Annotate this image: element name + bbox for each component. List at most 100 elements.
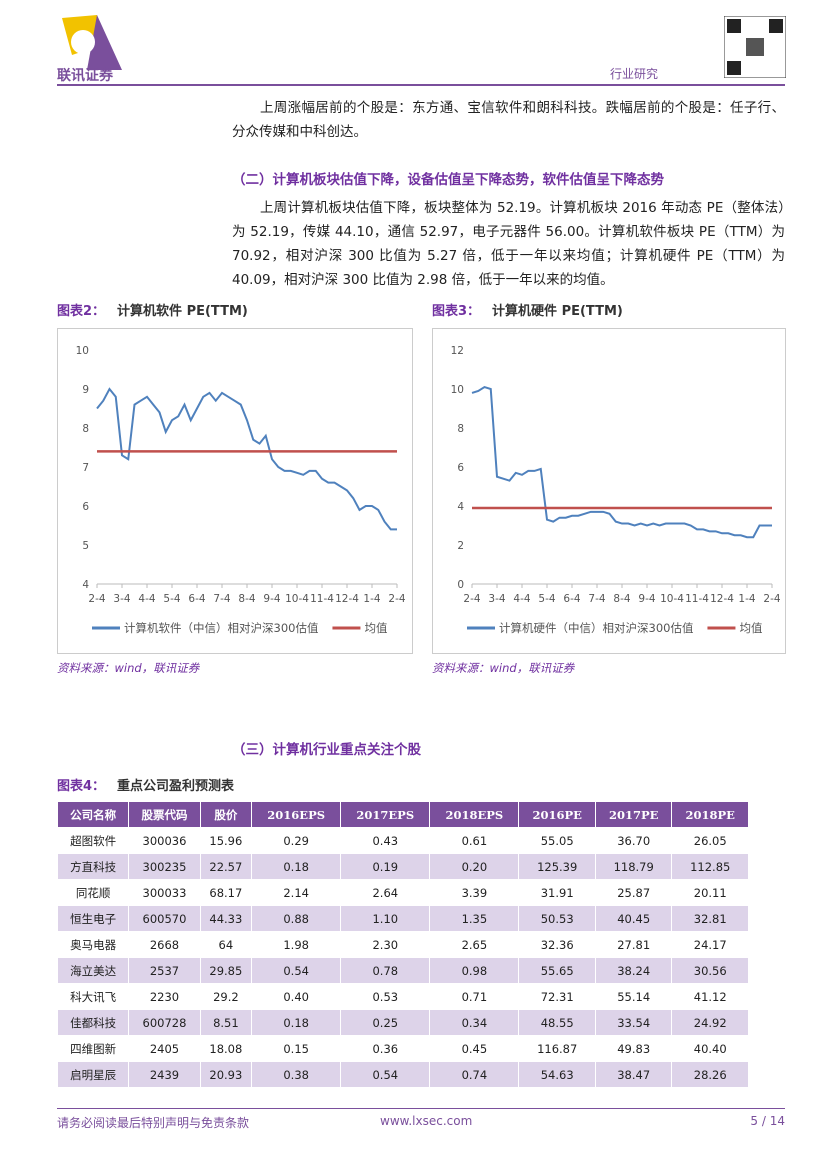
cell: 15.96 [199,827,253,854]
cell: 0.98 [429,957,520,984]
caption: 图表3： 计算机硬件 PE(TTM) [432,300,623,319]
legend-label: 计算机软件（中信）相对沪深300估值 [124,621,319,635]
x-tick-label: 3-4 [488,593,505,605]
cell: 55.05 [518,827,596,854]
cell: 0.78 [340,957,431,984]
cell: 50.53 [518,905,596,932]
cell: 1.98 [251,931,342,958]
cell: 四维图新 [56,1035,130,1062]
cell: 300033 [128,879,201,906]
chart: 4 5 6 7 8 9 10 2-4 3-4 4-4 5-4 6-4 7-4 8-4 9-4 10-4 11-4… [57,328,413,654]
header-cell: 2016PE [518,801,596,828]
y-tick-label: 10 [451,384,464,396]
x-tick-label: 1-4 [363,593,380,605]
cell: 0.34 [429,1009,520,1036]
x-tick-label: 9-4 [263,593,280,605]
cell: 0.61 [429,827,520,854]
cell: 24.17 [671,931,749,958]
cell: 600570 [128,905,201,932]
cell: 科大讯飞 [56,983,130,1010]
cell: 28.26 [671,1061,749,1088]
x-tick-label: 8-4 [613,593,630,605]
y-tick-label: 6 [457,462,464,474]
y-tick-label: 2 [457,540,464,552]
cell: 54.63 [518,1061,596,1088]
y-tick-label: 10 [76,345,89,357]
cell: 0.20 [429,853,520,880]
table: 公司名称 股票代码 股价 2016EPS 2017EPS 2018EPS 2016PE 201… [56,801,749,1088]
x-tick-label: 2-4 [763,593,780,605]
x-tick-label: 4-4 [138,593,155,605]
x-tick-label: 7-4 [213,593,230,605]
x-tick-label: 3-4 [113,593,130,605]
series-line [471,385,772,539]
cell: 18.08 [199,1035,253,1062]
cell: 24.92 [671,1009,749,1036]
header-cell: 2016EPS [251,801,342,828]
cell: 22.57 [199,853,253,880]
cell: 600728 [128,1009,201,1036]
paragraph: 上周计算机板块估值下降，板块整体为 52.19。计算机板块 2016 年动态 P… [232,200,785,288]
source: 资料来源：wind，联讯证券 [57,661,200,675]
y-tick-label: 8 [457,423,464,435]
x-tick-label: 11-4 [685,593,709,605]
row: 恒生电子 600570 44.33 0.88 1.10 1.35 50.53 40.45 32.… [56,905,749,932]
x-tick-label: 5-4 [538,593,555,605]
cell: 0.45 [429,1035,520,1062]
x-tick-label: 8-4 [238,593,255,605]
cell: 2.14 [251,879,342,906]
cell: 0.88 [251,905,342,932]
cell: 20.11 [671,879,749,906]
cell: 27.81 [594,931,673,958]
cell: 0.53 [340,983,431,1010]
header-cell: 股价 [199,801,253,828]
x-tick-label: 2-4 [463,593,480,605]
cell: 300036 [128,827,201,854]
cell: 26.05 [671,827,749,854]
cell: 36.70 [594,827,673,854]
cell: 0.43 [340,827,431,854]
row: 启明星辰 2439 20.93 0.38 0.54 0.74 54.63 38.47 28.26 [56,1061,749,1088]
x-tick-label: 2-4 [88,593,105,605]
caption-title: 计算机软件 PE(TTM) [117,304,248,319]
cell: 38.47 [594,1061,673,1088]
header-row: 公司名称 股票代码 股价 2016EPS 2017EPS 2018EPS 2016PE 201… [56,801,749,828]
cell: 2.64 [340,879,431,906]
x-tick-label: 12-4 [335,593,359,605]
x-tick-label: 6-4 [563,593,580,605]
paragraph: 上周涨幅居前的个股是：东方通、宝信软件和朗科科技。跌幅居前的个股是：任子行、分众… [232,100,785,140]
cell: 佳都科技 [56,1009,130,1036]
y-tick-label: 12 [451,345,464,357]
cell: 2537 [128,957,201,984]
cell: 64 [199,931,253,958]
cell: 2668 [128,931,201,958]
caption-title: 计算机硬件 PE(TTM) [492,304,623,319]
legend-label: 均值 [364,621,387,635]
cell: 40.40 [671,1035,749,1062]
x-tick-label: 7-4 [588,593,605,605]
header-cell: 公司名称 [56,801,130,828]
cell: 方直科技 [56,853,130,880]
row: 科大讯飞 2230 29.2 0.40 0.53 0.71 72.31 55.14 41.12 [56,983,749,1010]
x-tick-label: 4-4 [513,593,530,605]
y-tick-label: 8 [82,423,89,435]
x-tick-label: 12-4 [710,593,734,605]
caption-label: 图表2： [57,304,106,319]
cell: 0.19 [340,853,431,880]
cell: 2230 [128,983,201,1010]
cell: 33.54 [594,1009,673,1036]
x-tick-label: 2-4 [388,593,405,605]
cell: 0.40 [251,983,342,1010]
cell: 32.81 [671,905,749,932]
url: www.lxsec.com [380,1114,473,1128]
cell: 1.35 [429,905,520,932]
header-cell: 股票代码 [128,801,201,828]
cell: 8.51 [199,1009,253,1036]
y-tick-label: 0 [457,579,464,591]
cell: 300235 [128,853,201,880]
cell: 49.83 [594,1035,673,1062]
row: 海立美达 2537 29.85 0.54 0.78 0.98 55.65 38.24 30.56 [56,957,749,984]
cell: 44.33 [199,905,253,932]
cell: 0.18 [251,1009,342,1036]
x-tick-label: 10-4 [285,593,309,605]
